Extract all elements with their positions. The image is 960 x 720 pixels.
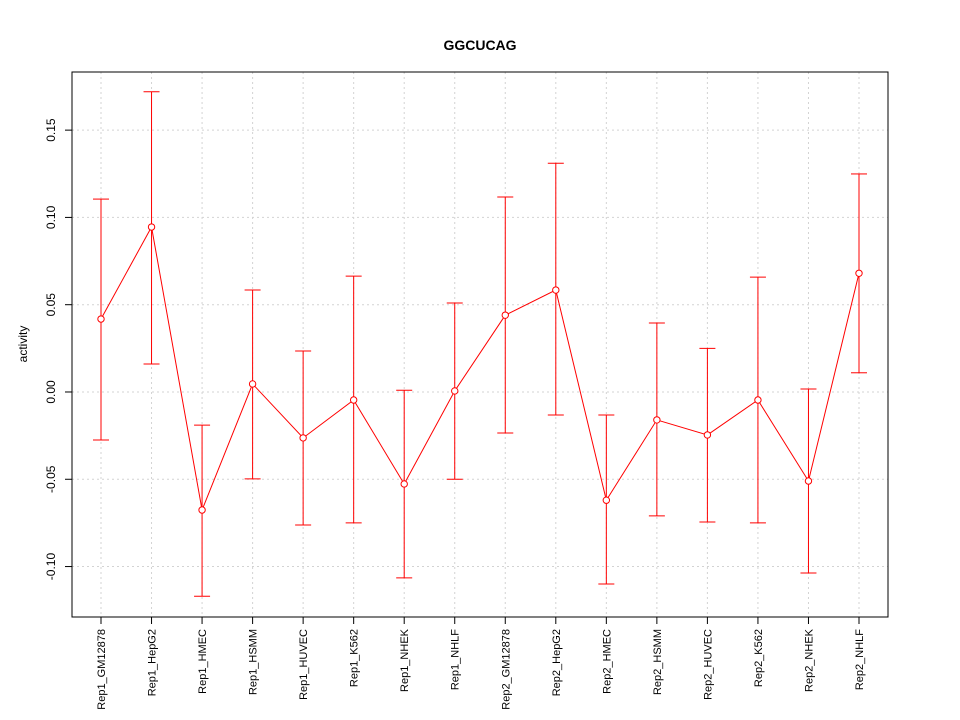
y-axis: -0.10 -0.05 0.00 0.05 0.10 0.15 [44,118,73,581]
x-tick-label: Rep2_HepG2 [551,629,563,696]
x-tick-label: Rep1_GM12878 [96,629,108,710]
y-tick-label: 0.10 [44,205,58,229]
x-tick-label: Rep2_HMEC [601,629,613,694]
y-axis-label: activity [16,326,30,363]
chart-title: GGCUCAG [443,37,516,53]
y-tick-label: -0.05 [44,465,58,493]
y-tick-label: 0.15 [44,118,58,142]
data-point [754,396,762,404]
x-tick-label: Rep2_HSMM [652,629,664,695]
data-point [147,223,156,231]
x-tick-label: Rep1_HMEC [197,629,209,694]
x-tick-label: Rep1_K562 [349,629,361,687]
series [97,223,863,514]
data-point [400,480,408,488]
x-tick-label: Rep2_K562 [753,629,765,687]
data-point [349,396,358,404]
data-point [653,416,661,424]
data-point [703,431,712,439]
series-line [100,225,860,512]
y-tick-label: 0.05 [44,293,58,317]
x-tick-label: Rep2_NHEK [803,628,815,692]
data-point [855,269,863,277]
x-tick-label: Rep2_HUVEC [702,629,714,700]
data-point [602,496,611,504]
data-point [552,286,560,294]
y-tick-label: 0.00 [44,380,58,404]
data-point [804,477,813,485]
x-tick-label: Rep1_HSMM [248,629,260,695]
x-tick-label: Rep1_NHEK [399,628,411,692]
x-tick-label: Rep2_GM12878 [500,629,512,710]
y-tick-label: -0.10 [44,553,58,581]
data-point [451,387,459,395]
error-bars [93,91,867,597]
plot-frame [71,71,889,618]
x-tick-label: Rep1_HepG2 [147,629,159,696]
data-point [299,434,307,442]
x-tick-label: Rep1_HUVEC [298,629,310,700]
x-tick-label: Rep2_NHLF [854,629,866,690]
data-point [97,315,105,323]
x-axis: Rep1_GM12878 Rep1_HepG2 Rep1_HMEC Rep1_HSMM… [96,616,866,710]
data-point [248,380,257,388]
data-point [198,506,206,514]
grid [72,72,888,617]
data-point [501,311,509,319]
x-tick-label: Rep1_NHLF [450,629,462,690]
